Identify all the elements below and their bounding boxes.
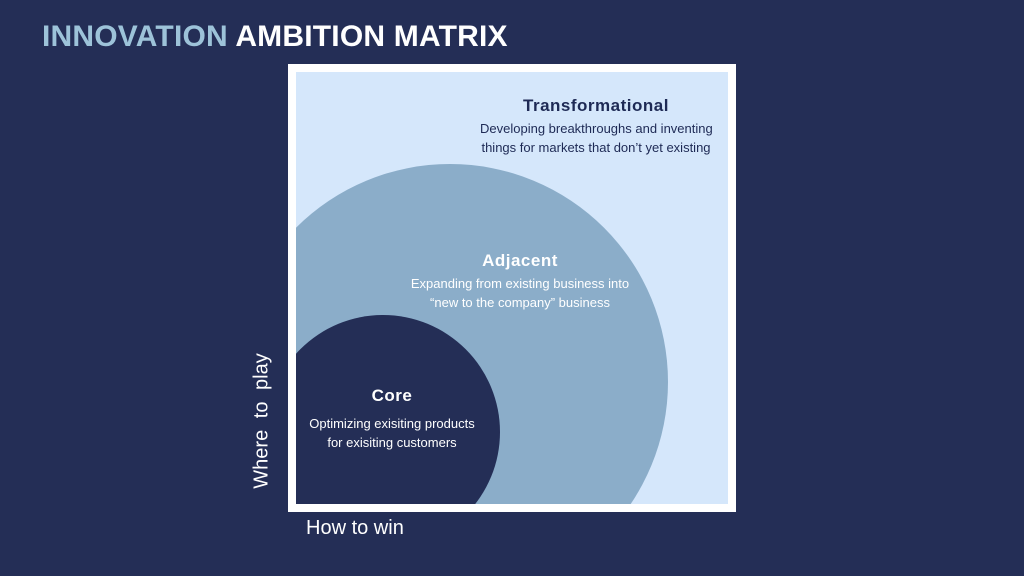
- core-heading: Core: [371, 386, 413, 405]
- core-zone: [296, 315, 500, 504]
- adjacent-heading: Adjacent: [482, 251, 558, 270]
- core-description: Optimizing exisiting products for exisit…: [302, 414, 482, 452]
- page-title: INNOVATION AMBITION MATRIX: [42, 20, 508, 54]
- transformational-desc-line1: Developing breakthroughs and inventing: [480, 121, 713, 136]
- adjacent-label: Adjacent Expanding from existing busines…: [400, 251, 640, 312]
- transformational-description: Developing breakthroughs and inventing t…: [480, 119, 713, 157]
- y-axis-label: Where to play: [250, 353, 273, 489]
- core-desc-line1: Optimizing exisiting products: [309, 416, 475, 431]
- transformational-label: Transformational Developing breakthrough…: [480, 96, 713, 157]
- x-axis-label: How to win: [306, 517, 404, 539]
- zone-circles: [296, 164, 668, 504]
- adjacent-desc-line2: “new to the company” business: [430, 295, 610, 310]
- transformational-heading: Transformational: [523, 96, 669, 115]
- core-label: Core Optimizing exisiting products for e…: [302, 386, 482, 452]
- title-accent: INNOVATION: [42, 20, 228, 53]
- adjacent-description: Expanding from existing business into “n…: [400, 274, 640, 312]
- transformational-desc-line2: things for markets that don’t yet existi…: [481, 140, 711, 155]
- adjacent-desc-line1: Expanding from existing business into: [410, 276, 630, 291]
- title-main: AMBITION MATRIX: [235, 20, 508, 53]
- transformational-zone: Transformational Developing breakthrough…: [296, 72, 728, 504]
- core-desc-line2: for exisiting customers: [327, 435, 457, 450]
- matrix-frame: Transformational Developing breakthrough…: [288, 64, 736, 512]
